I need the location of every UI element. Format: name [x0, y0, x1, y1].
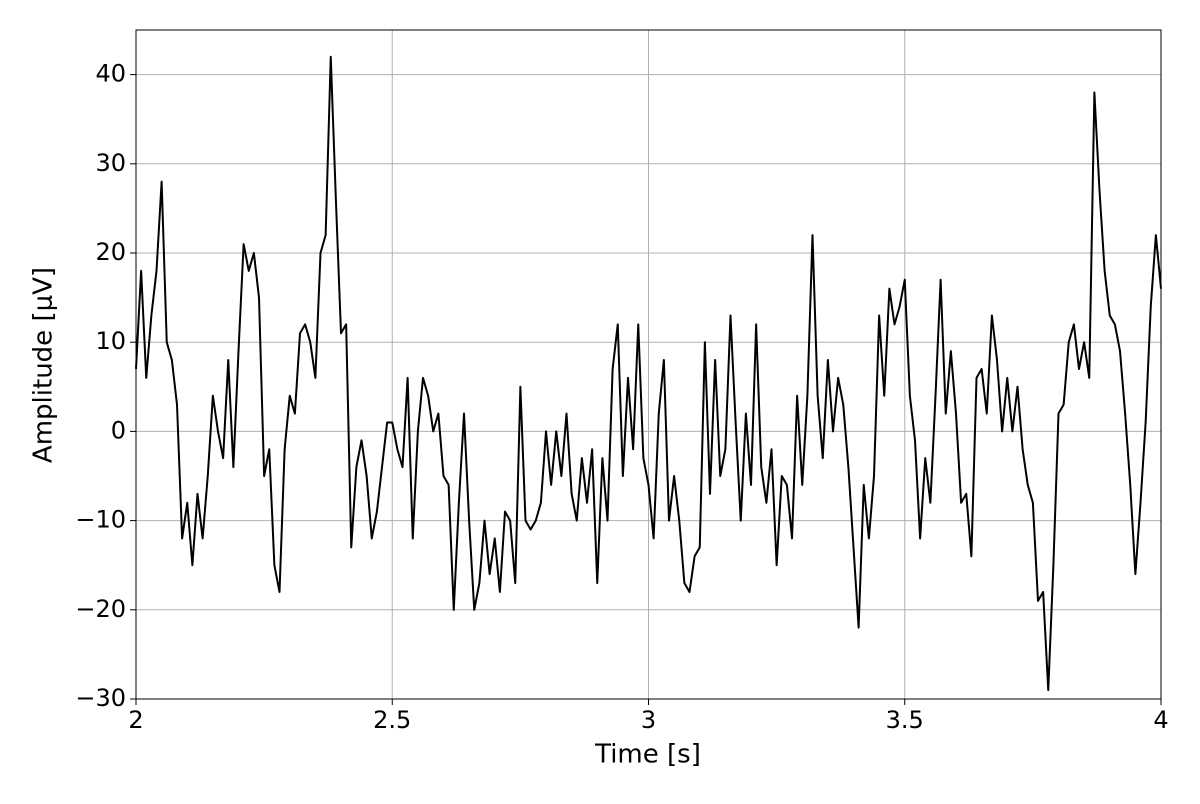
x-axis-label: Time [s] — [594, 740, 701, 770]
x-tick-label: 3.5 — [886, 706, 924, 734]
x-tick-label: 3 — [641, 706, 656, 734]
x-tick-label: 4 — [1153, 706, 1168, 734]
y-tick-label: 20 — [95, 238, 126, 266]
x-tick-label: 2 — [128, 706, 143, 734]
data-line — [135, 55, 1162, 692]
y-tick-label: −30 — [75, 684, 126, 712]
x-tick-label: 2.5 — [373, 706, 411, 734]
y-tick-label: 30 — [95, 149, 126, 177]
plot-frame — [135, 29, 1162, 700]
y-tick-label: 0 — [111, 416, 126, 444]
y-tick-label: 40 — [95, 60, 126, 88]
y-tick-label: 10 — [95, 327, 126, 355]
y-tick-label: −20 — [75, 595, 126, 623]
y-axis-label: Amplitude [μV] — [29, 267, 59, 463]
y-tick-label: −10 — [75, 506, 126, 534]
